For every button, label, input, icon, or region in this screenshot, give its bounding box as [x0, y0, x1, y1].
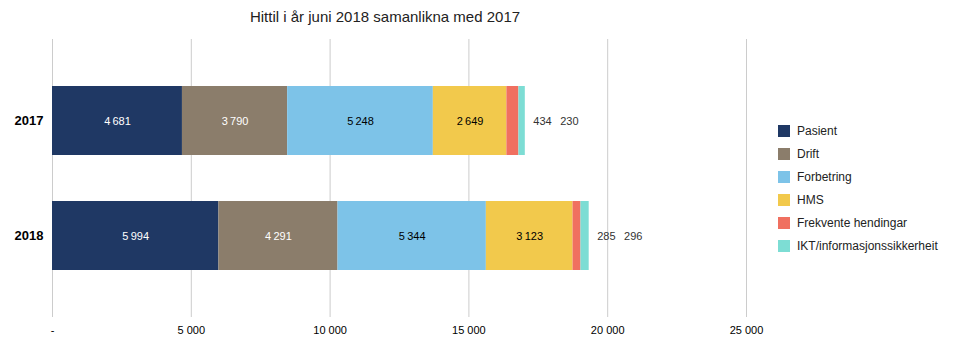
svg-text:2017: 2017	[15, 113, 44, 128]
svg-text:5 994: 5 994	[122, 230, 149, 242]
html-text:Frekvente hendingar: Frekvente hendingar	[797, 215, 908, 230]
svg-text:434: 434	[533, 115, 551, 127]
svg-text:10 000: 10 000	[313, 324, 347, 336]
html-text:Drift: Drift	[797, 146, 819, 161]
html-text:Pasient: Pasient	[797, 123, 837, 138]
svg-text:2 649: 2 649	[457, 115, 484, 127]
svg-text:5 248: 5 248	[347, 115, 374, 127]
svg-text:20 000: 20 000	[591, 324, 625, 336]
svg-text:25 000: 25 000	[730, 324, 764, 336]
svg-text:3 123: 3 123	[516, 230, 543, 242]
svg-text:4 681: 4 681	[104, 115, 131, 127]
svg-text:3 790: 3 790	[222, 115, 249, 127]
svg-text:230: 230	[560, 115, 578, 127]
svg-text:-: -	[51, 324, 55, 336]
html-text:IKT/informasjonssikkerheit: IKT/informasjonssikkerheit	[797, 238, 938, 253]
svg-text:5 000: 5 000	[178, 324, 206, 336]
svg-text:2018: 2018	[15, 228, 44, 243]
svg-text:4 291: 4 291	[265, 230, 292, 242]
svg-text:285: 285	[597, 230, 615, 242]
html-text:HMS: HMS	[797, 192, 824, 207]
html-text:Forbetring: Forbetring	[797, 169, 852, 184]
svg-text:15 000: 15 000	[452, 324, 486, 336]
html-text:Hittil i år juni 2018 samanlik: Hittil i år juni 2018 samanlikna med 201…	[249, 8, 521, 25]
svg-text:296: 296	[624, 230, 642, 242]
svg-text:5 344: 5 344	[399, 230, 426, 242]
